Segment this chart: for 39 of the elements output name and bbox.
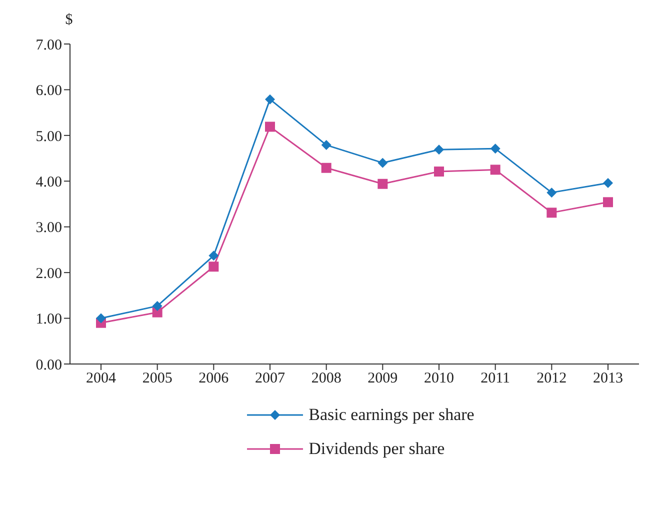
point <box>434 144 444 155</box>
y-tick-label: 4.00 <box>36 174 62 190</box>
x-tick-label: 2010 <box>424 370 454 387</box>
point <box>321 140 332 150</box>
point <box>434 166 444 177</box>
y-tick-label: 2.00 <box>36 266 62 282</box>
x-tick-label: 2013 <box>593 370 623 387</box>
point <box>96 313 106 324</box>
point <box>378 158 388 168</box>
x-tick-label: 2008 <box>311 370 342 387</box>
x-tick-label: 2007 <box>255 370 286 387</box>
point <box>603 178 613 188</box>
y-tick-label: 6.00 <box>36 83 62 100</box>
point <box>265 94 275 104</box>
x-tick-label: 2006 <box>198 370 230 387</box>
x-tick-label: 2011 <box>480 370 510 387</box>
point <box>265 122 275 132</box>
legend-label: Dividends per share <box>308 439 445 459</box>
point <box>546 208 557 218</box>
y-tick-label: 1.00 <box>36 312 62 328</box>
y-tick-label: 7.00 <box>36 37 62 54</box>
point <box>546 188 557 198</box>
point <box>208 262 219 272</box>
x-tick-label: 2004 <box>86 370 116 387</box>
point <box>321 162 332 173</box>
legend-label: Basic earnings per share <box>308 405 474 425</box>
point <box>490 164 500 175</box>
y-tick-label: 3.00 <box>36 220 62 236</box>
point <box>490 144 500 154</box>
point <box>208 250 219 261</box>
x-tick-label: 2012 <box>536 370 567 387</box>
point <box>152 300 162 311</box>
y-tick-label: 0.00 <box>36 357 62 374</box>
y-tick-label: 5.00 <box>36 128 62 145</box>
x-tick-label: 2005 <box>142 370 172 387</box>
point <box>378 178 388 189</box>
x-tick-label: 2009 <box>368 370 398 387</box>
y-axis-title: $ <box>65 12 74 28</box>
point <box>603 197 613 208</box>
